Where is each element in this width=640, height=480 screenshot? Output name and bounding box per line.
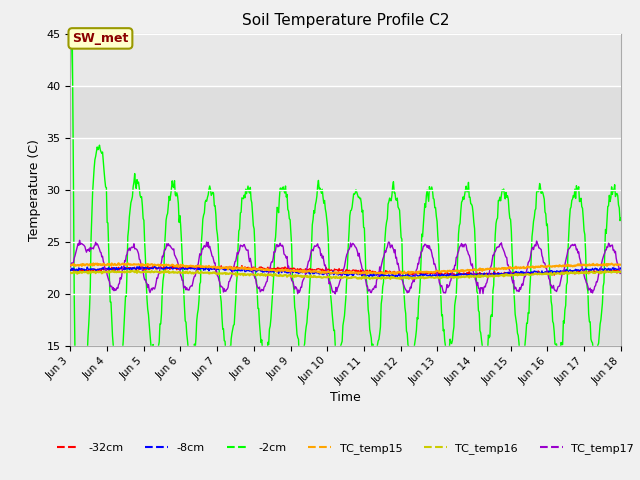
X-axis label: Time: Time <box>330 391 361 404</box>
Bar <box>70 190 621 241</box>
Bar <box>70 294 621 346</box>
Title: Soil Temperature Profile C2: Soil Temperature Profile C2 <box>242 13 449 28</box>
Legend: -32cm, -8cm, -2cm, TC_temp15, TC_temp16, TC_temp17: -32cm, -8cm, -2cm, TC_temp15, TC_temp16,… <box>52 439 639 458</box>
Bar <box>70 85 621 138</box>
Y-axis label: Temperature (C): Temperature (C) <box>28 139 41 240</box>
Text: SW_met: SW_met <box>72 32 129 45</box>
